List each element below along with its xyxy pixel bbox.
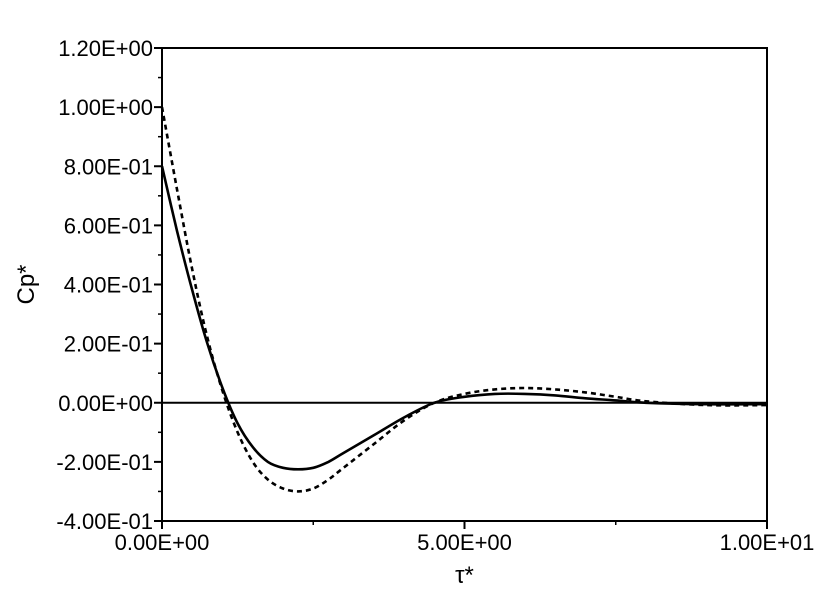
y-tick-label: 1.00E+00 <box>58 95 153 120</box>
x-tick-label: 0.00E+00 <box>115 530 210 555</box>
series-line-dashed <box>160 106 768 493</box>
x-tick-label: 5.00E+00 <box>417 530 512 555</box>
y-tick-label: -4.00E-01 <box>56 509 153 534</box>
plot-frame <box>161 47 768 522</box>
ticks <box>154 47 768 529</box>
x-tick-label: 1.00E+01 <box>720 530 815 555</box>
y-tick-label: 1.20E+00 <box>58 36 153 61</box>
y-tick-label: 0.00E+00 <box>58 391 153 416</box>
y-tick-label: 4.00E-01 <box>64 273 153 298</box>
series-line-solid <box>160 165 768 471</box>
y-tick-label: 6.00E-01 <box>64 213 153 238</box>
y-axis-title: Cp* <box>13 264 40 304</box>
y-tick-label: 2.00E-01 <box>64 332 153 357</box>
y-tick-label: -2.00E-01 <box>56 450 153 475</box>
series-layer <box>160 106 768 493</box>
tick-labels: -4.00E-01 -2.00E-01 0.00E+00 2.00E-01 4.00E-… <box>56 36 814 555</box>
x-axis-title: τ* <box>455 562 474 589</box>
y-tick-label: 8.00E-01 <box>64 154 153 179</box>
